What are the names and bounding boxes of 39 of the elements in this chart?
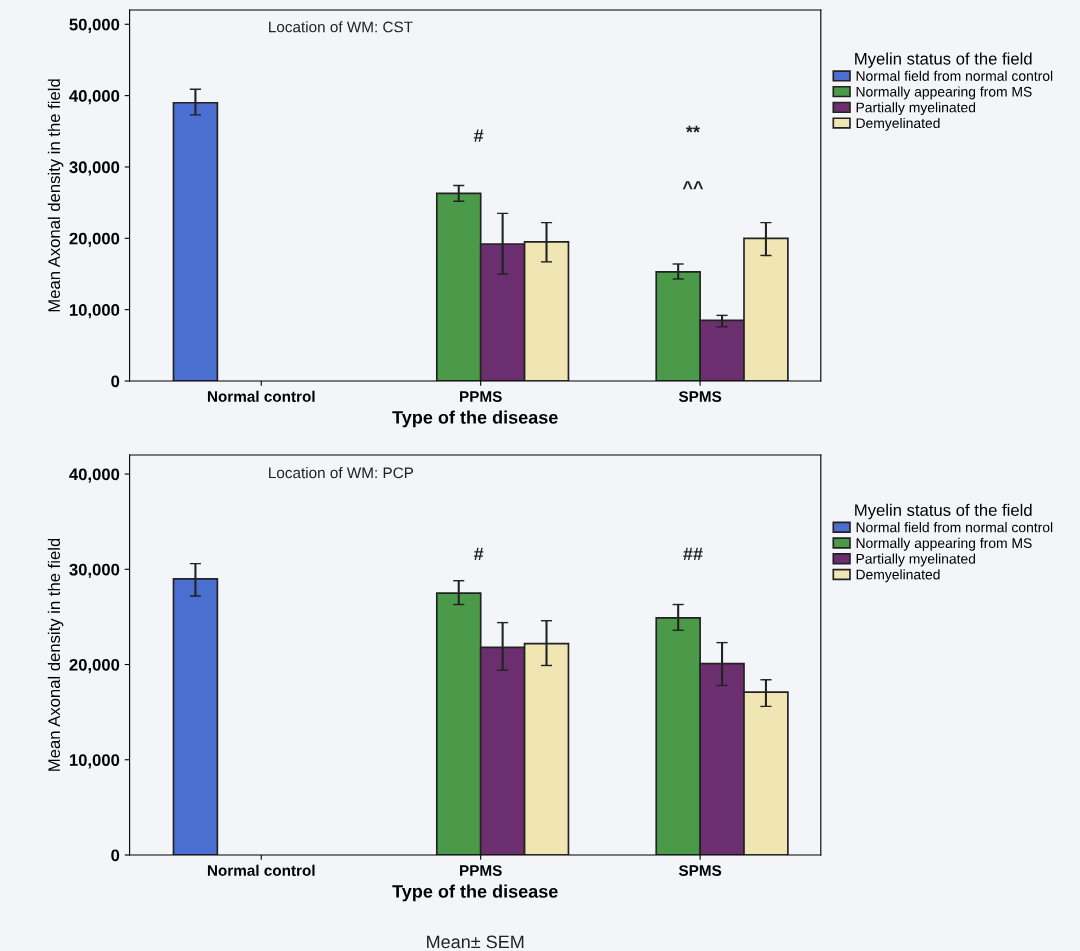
annotation: **	[685, 125, 700, 133]
annotation: Location of WM: CST	[269, 21, 413, 33]
y-tick-label: 10,000	[69, 304, 120, 319]
legend-label: Partially myelinated	[856, 102, 976, 116]
annotation: #	[473, 547, 484, 561]
y-tick-label: 40,000	[69, 90, 120, 105]
y-tick-label: 20,000	[69, 232, 120, 247]
legend-label: Demyelinated	[856, 569, 940, 583]
y-tick-label: 10,000	[69, 754, 120, 769]
y-tick-label: 0	[111, 375, 120, 388]
y-axis-title: Mean Axonal density in the field	[47, 538, 64, 771]
annotation: ##	[683, 547, 703, 561]
x-tick-label: Normal control	[207, 864, 315, 876]
x-axis-title: Type of the disease	[392, 410, 558, 428]
y-tick-label: 0	[111, 849, 120, 862]
x-tick-label: SPMS	[678, 865, 722, 876]
x-tick-label: PPMS	[460, 865, 502, 876]
legend-label: Normally appearing from MS	[856, 537, 1032, 551]
x-tick-label: PPMS	[460, 391, 502, 402]
legend-label: Partially myelinated	[856, 553, 976, 567]
annotation: #	[473, 129, 484, 142]
y-tick-label: 30,000	[69, 161, 120, 176]
x-tick-label: SPMS	[678, 391, 722, 402]
legend-title: Myelin status of the field	[855, 503, 1032, 520]
y-tick-label: 40,000	[69, 468, 120, 483]
y-tick-label: 30,000	[69, 563, 120, 578]
y-tick-label: 20,000	[69, 658, 120, 674]
legend-title: Myelin status of the field	[855, 52, 1032, 68]
legend-label: Normal field from normal control	[856, 70, 1053, 81]
x-tick-label: Normal control	[207, 390, 315, 402]
annotation: ^^	[682, 181, 704, 190]
text: Mean± SEM	[427, 935, 524, 949]
legend-label: Normally appearing from MS	[856, 86, 1032, 100]
y-axis-title: Mean Axonal density in the field	[47, 79, 64, 312]
annotation: Location of WM: PCP	[269, 467, 414, 479]
y-tick-label: 50,000	[69, 18, 120, 33]
x-axis-title: Type of the disease	[392, 884, 558, 902]
legend-label: Demyelinated	[856, 117, 940, 131]
legend-label: Normal field from normal control	[856, 522, 1053, 533]
